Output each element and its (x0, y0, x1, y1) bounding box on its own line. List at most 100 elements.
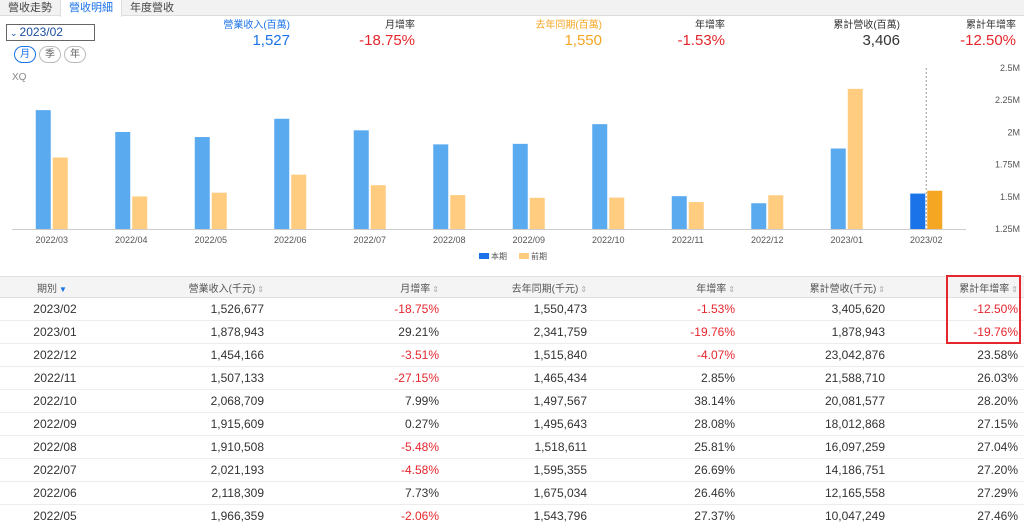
col-header-last-year[interactable]: 去年同期(千元) ⇕ (445, 276, 593, 298)
bar-current-2023/01[interactable] (830, 148, 846, 230)
table-cell: 26.46% (593, 481, 741, 505)
y-tick-label: 1.5M (1000, 192, 1020, 202)
table-cell: 2023/02 (0, 297, 110, 321)
table-cell: -18.75% (270, 297, 445, 321)
period-select-value: 2023/02 (19, 25, 63, 39)
tab-revenue-trend[interactable]: 營收走勢 (8, 2, 52, 14)
table-cell: -2.06% (270, 504, 445, 526)
bar-previous-2022/10[interactable] (609, 197, 625, 229)
bar-previous-2023/02[interactable] (927, 190, 943, 229)
sort-icon: ⇕ (728, 284, 735, 294)
table-cell: 14,186,751 (741, 458, 891, 482)
table-row: 2022/06 2,118,309 7.73% 1,675,034 26.46% 12,1… (0, 481, 1024, 505)
bar-previous-2022/05[interactable] (211, 192, 227, 229)
col-header-cumulative[interactable]: 累計營收(千元) ⇕ (741, 276, 891, 298)
bar-current-2022/11[interactable] (671, 196, 687, 229)
x-tick-label: 2022/03 (35, 235, 68, 245)
table-cell: 1,454,166 (110, 343, 270, 367)
table-cell: 2022/07 (0, 458, 110, 482)
table-cell: 7.73% (270, 481, 445, 505)
col-header-cumulative-yoy[interactable]: 累計年增率 ⇕ (891, 276, 1024, 298)
table-cell: -4.58% (270, 458, 445, 482)
y-tick-label: 2.5M (1000, 63, 1020, 73)
bar-previous-2022/11[interactable] (688, 202, 704, 229)
x-tick-label: 2022/12 (751, 235, 784, 245)
col-header-mom[interactable]: 月增率 ⇕ (270, 276, 445, 298)
bar-previous-2022/04[interactable] (132, 196, 148, 229)
period-select[interactable]: ⌄ 2023/02 (6, 24, 95, 41)
table-cell: 1,966,359 (110, 504, 270, 526)
table-cell: 26.69% (593, 458, 741, 482)
col-header-yoy[interactable]: 年增率 ⇕ (593, 276, 741, 298)
kpi-cumulative-yoy-value: -12.50% (960, 32, 1016, 49)
bar-current-2022/08[interactable] (433, 144, 449, 229)
bar-previous-2022/08[interactable] (450, 195, 466, 229)
x-tick-label: 2022/07 (353, 235, 386, 245)
bar-current-2022/03[interactable] (35, 110, 51, 229)
table-cell: 1,465,434 (445, 366, 593, 390)
y-tick-label: 2.25M (995, 95, 1020, 105)
bar-previous-2022/12[interactable] (768, 195, 784, 229)
col-header-period[interactable]: 期別 ▼ (0, 276, 110, 298)
sort-icon: ⇕ (878, 284, 885, 294)
bar-current-2022/04[interactable] (115, 132, 131, 229)
tab-revenue-detail[interactable]: 營收明細 (60, 0, 122, 17)
bar-current-2023/02[interactable] (910, 193, 926, 229)
table-cell: 1,515,840 (445, 343, 593, 367)
bar-current-2022/12[interactable] (751, 203, 767, 229)
tab-annual-revenue[interactable]: 年度營收 (130, 2, 174, 14)
table-cell: 2022/09 (0, 412, 110, 436)
bar-current-2022/10[interactable] (592, 124, 608, 229)
table-row: 2022/12 1,454,166 -3.51% 1,515,840 -4.07% 23,… (0, 343, 1024, 367)
bar-previous-2022/07[interactable] (370, 185, 386, 229)
kpi-last-year-label: 去年同期(百萬) (535, 20, 602, 31)
x-tick-label: 2022/08 (433, 235, 466, 245)
table-cell: 1,878,943 (110, 320, 270, 344)
table-cell: 2022/12 (0, 343, 110, 367)
table-cell: 0.27% (270, 412, 445, 436)
table-row: 2022/08 1,910,508 -5.48% 1,518,611 25.81% 16,… (0, 435, 1024, 459)
y-tick-label: 2M (1007, 127, 1020, 137)
table-cell: 1,915,609 (110, 412, 270, 436)
mode-quarter-button[interactable]: 季 (39, 46, 61, 63)
bar-previous-2023/01[interactable] (847, 88, 863, 229)
bar-previous-2022/03[interactable] (52, 157, 68, 229)
table-cell: 12,165,558 (741, 481, 891, 505)
y-tick-label: 1.75M (995, 160, 1020, 170)
table-cell: 2.85% (593, 366, 741, 390)
kpi-revenue-label: 營業收入(百萬) (223, 20, 290, 31)
kpi-mom: 月增率 -18.75% (345, 20, 415, 50)
table-cell: 2022/10 (0, 389, 110, 413)
kpi-mom-value: -18.75% (359, 32, 415, 49)
table-row: 2022/05 1,966,359 -2.06% 1,543,796 27.37% 10,… (0, 504, 1024, 526)
table-cell: 1,550,473 (445, 297, 593, 321)
x-tick-label: 2022/09 (512, 235, 545, 245)
kpi-yoy: 年增率 -1.53% (655, 20, 725, 50)
bar-current-2022/09[interactable] (512, 143, 528, 229)
table-cell: 27.37% (593, 504, 741, 526)
table-cell: 1,543,796 (445, 504, 593, 526)
bar-current-2022/06[interactable] (274, 118, 290, 229)
table-cell: 3,405,620 (741, 297, 891, 321)
mode-year-button[interactable]: 年 (64, 46, 86, 63)
sort-icon: ⇕ (257, 284, 264, 294)
table-cell: 7.99% (270, 389, 445, 413)
table-cell: 27.29% (891, 481, 1024, 505)
table-cell: 2023/01 (0, 320, 110, 344)
bar-previous-2022/06[interactable] (291, 174, 307, 229)
table-cell: 2022/05 (0, 504, 110, 526)
table-cell: 2,118,309 (110, 481, 270, 505)
bar-current-2022/07[interactable] (353, 130, 369, 229)
table-cell: 1,878,943 (741, 320, 891, 344)
bar-previous-2022/09[interactable] (529, 197, 545, 229)
table-cell: 23,042,876 (741, 343, 891, 367)
col-header-revenue[interactable]: 營業收入(千元) ⇕ (110, 276, 270, 298)
table-cell: 1,495,643 (445, 412, 593, 436)
legend-swatch (519, 253, 529, 259)
legend-label: 前期 (531, 251, 547, 261)
table-cell: 27.20% (891, 458, 1024, 482)
table-cell: 2,341,759 (445, 320, 593, 344)
mode-month-button[interactable]: 月 (14, 46, 36, 63)
bar-current-2022/05[interactable] (194, 137, 210, 229)
legend-swatch (479, 253, 489, 259)
